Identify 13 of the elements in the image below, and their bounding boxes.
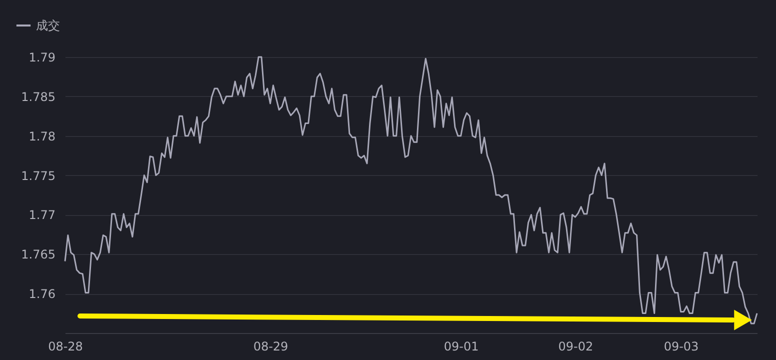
y-tick-label: 1.79 (28, 50, 56, 64)
x-tick-label: 09-01 (444, 340, 479, 354)
x-tick-label: 09-03 (664, 340, 699, 354)
x-tick-label: 09-02 (558, 340, 594, 354)
y-tick-label: 1.76 (28, 287, 56, 302)
y-tick-label: 1.765 (21, 248, 56, 262)
y-tick-label: 1.77 (28, 208, 56, 222)
legend-label: 成交 (36, 18, 60, 32)
y-tick-label: 1.785 (21, 90, 56, 104)
x-tick-label: 08-29 (253, 340, 288, 354)
y-tick-label: 1.775 (21, 168, 56, 183)
y-tick-label: 1.78 (28, 129, 56, 144)
x-tick-label: 08-28 (48, 340, 83, 354)
